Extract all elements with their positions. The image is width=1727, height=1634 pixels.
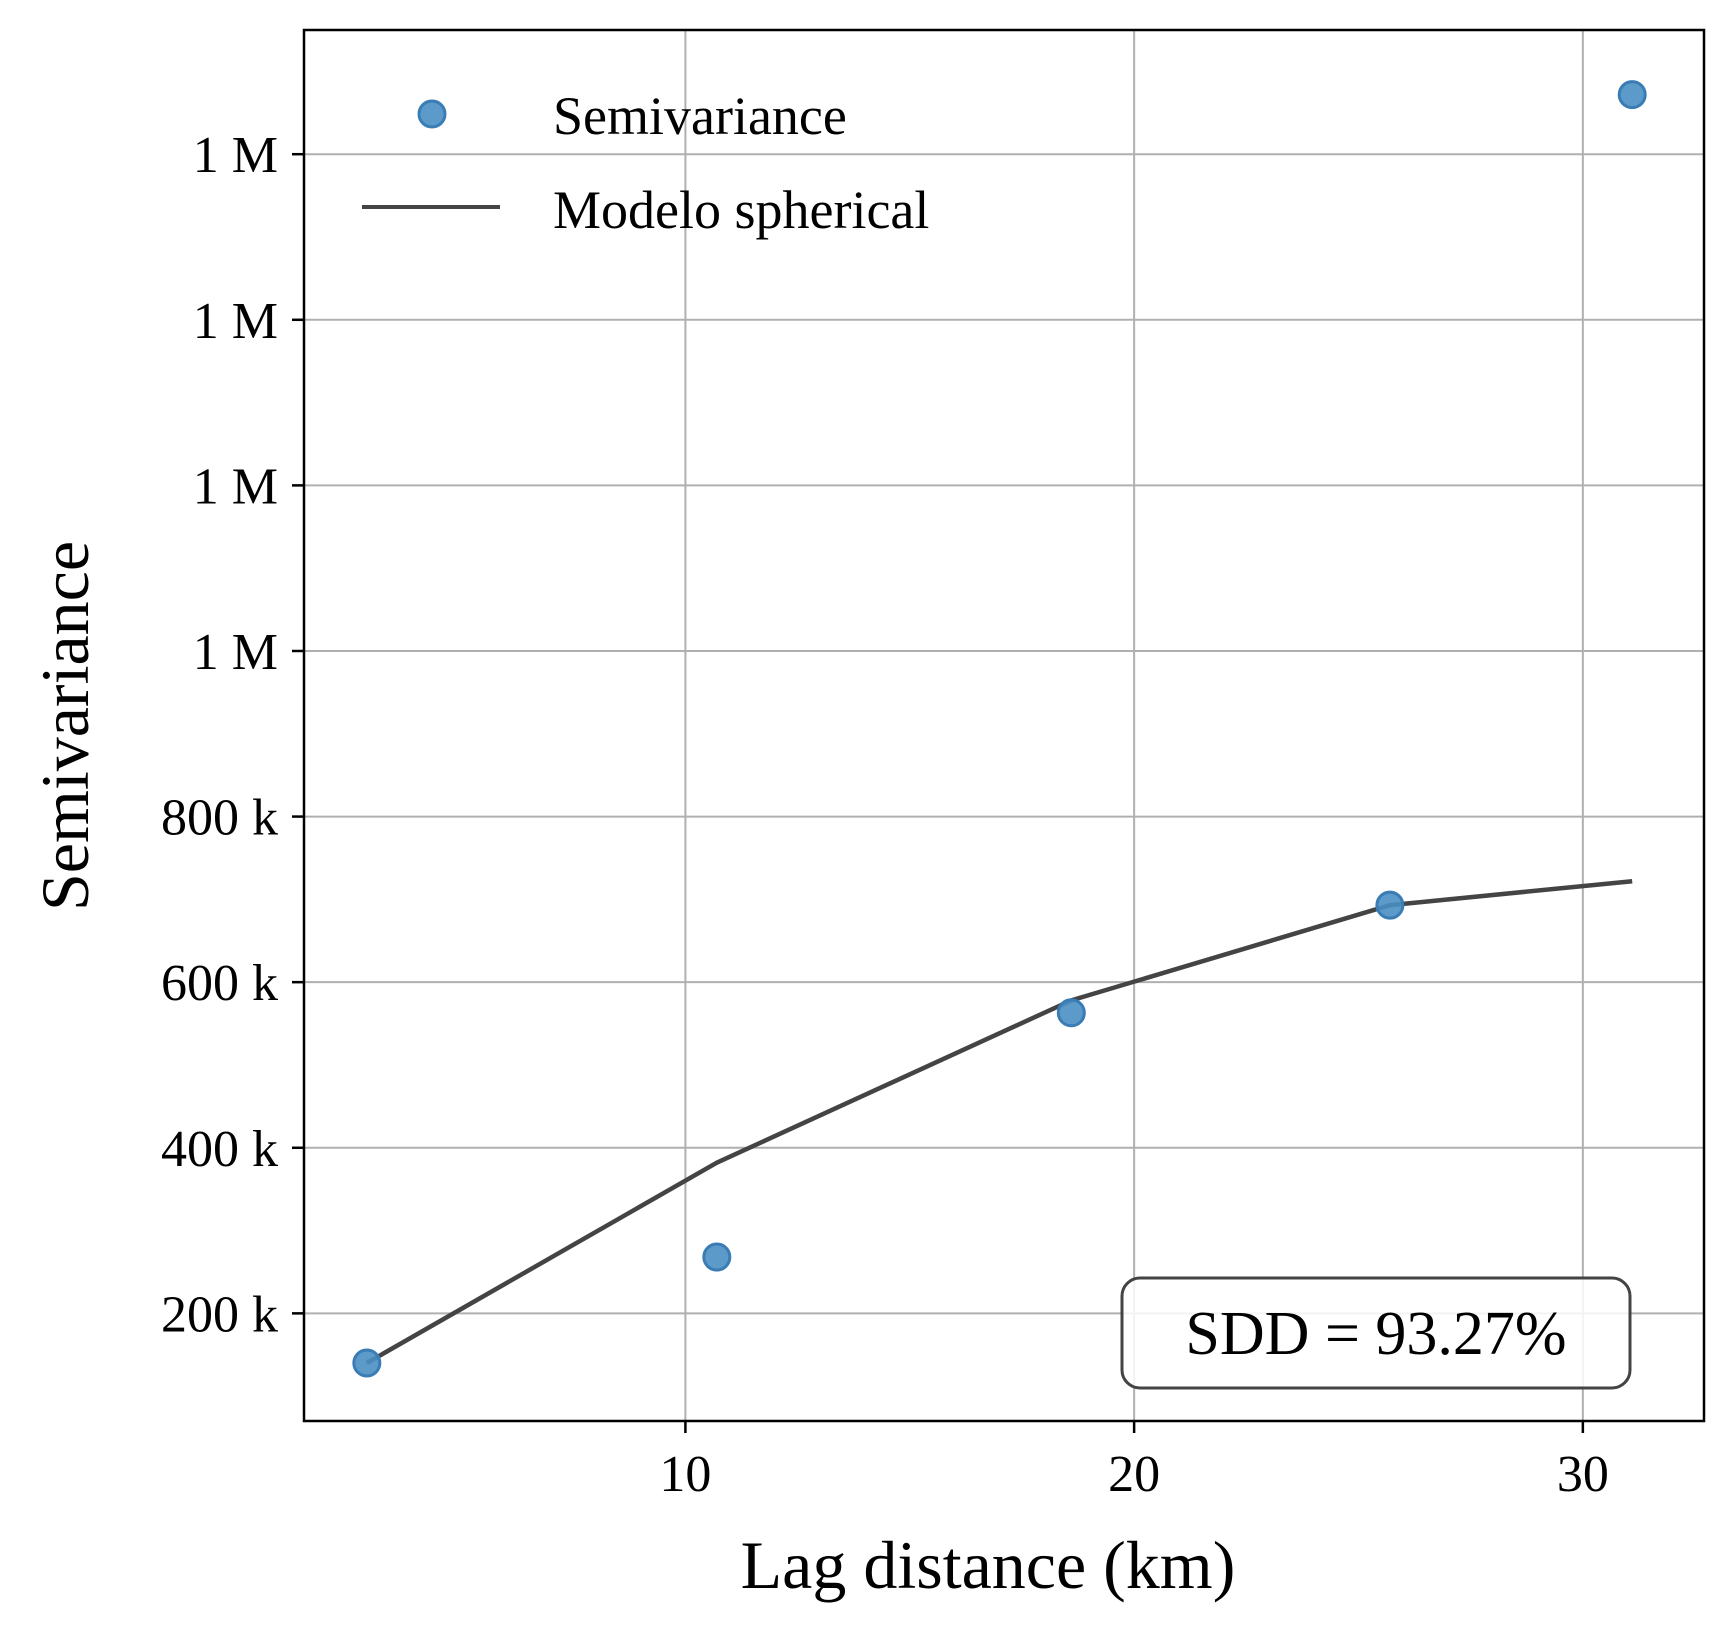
x-tick-label: 10: [659, 1446, 711, 1503]
sdd-annotation: SDD = 93.27%: [1120, 1276, 1632, 1390]
data-point: [702, 1242, 732, 1272]
legend-semivariance-label: Semivariance: [553, 86, 847, 146]
data-point: [1617, 80, 1647, 110]
y-tick-label: 200 k: [161, 1286, 278, 1343]
plot-area-frame: [302, 28, 1706, 1423]
legend: Semivariance Modelo spherical: [362, 86, 929, 240]
data-point: [1056, 998, 1086, 1028]
grid: [304, 30, 1704, 1421]
x-tick-label: 30: [1557, 1446, 1609, 1503]
y-axis-label: Semivariance: [27, 541, 103, 911]
y-tick-label: 400 k: [161, 1121, 278, 1178]
y-tick-label: 1 M: [193, 458, 278, 515]
sdd-annotation-box: [1120, 1276, 1632, 1390]
y-tick-label: 600 k: [161, 955, 278, 1012]
legend-semivariance-marker: [417, 99, 447, 129]
y-tick-label: 800 k: [161, 790, 278, 847]
data-point: [1375, 890, 1405, 920]
legend-model-label: Modelo spherical: [553, 180, 929, 240]
data-point: [352, 1348, 382, 1378]
y-tick-label: 1 M: [193, 624, 278, 681]
ticks: 10 20 30 200 k 400 k 600 k 800 k 1 M 1 M 1 M 1 M: [161, 127, 1609, 1503]
points-layer: [352, 80, 1647, 1378]
y-tick-label: 1 M: [193, 127, 278, 184]
sdd-annotation-text: SDD = 93.27%: [1185, 1300, 1566, 1368]
y-tick-label: 1 M: [193, 293, 278, 350]
x-tick-label: 20: [1108, 1446, 1160, 1503]
x-axis-label: Lag distance (km): [741, 1527, 1236, 1603]
